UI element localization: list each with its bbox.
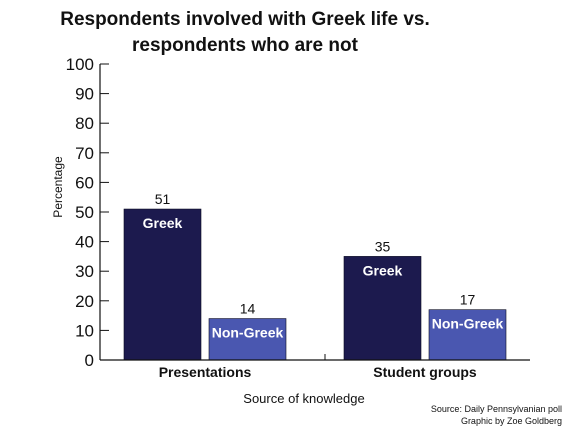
bar-series-label: Greek [363, 262, 403, 278]
y-tick-label: 20 [75, 292, 94, 311]
x-category-label: Student groups [373, 364, 477, 380]
chart-title-line-1: Respondents involved with Greek life vs. [60, 9, 430, 30]
y-tick-label: 30 [75, 262, 94, 281]
y-tick-label: 0 [85, 351, 94, 370]
y-axis-label: Percentage [51, 156, 65, 218]
bar-value-label: 51 [155, 191, 171, 207]
y-tick-label: 50 [75, 203, 94, 222]
bar-greek-student-groups [343, 256, 422, 361]
chart-title-line-2: respondents who are not [132, 35, 359, 56]
bar-series-label: Greek [143, 215, 183, 231]
bar-value-label: 35 [375, 238, 391, 254]
x-axis-label: Source of knowledge [243, 391, 364, 406]
source-line-2: Graphic by Zoe Goldberg [461, 416, 562, 426]
x-axis: Presentations Student groups [100, 354, 530, 380]
bars: 51 Greek 14 Non-Greek 35 Greek 17 Non-Greek [123, 191, 507, 361]
y-tick-label: 10 [75, 321, 94, 340]
y-tick-label: 90 [75, 85, 94, 104]
bar-greek-presentations [123, 208, 202, 361]
bar-series-label: Non-Greek [212, 325, 284, 341]
y-tick-label: 40 [75, 233, 94, 252]
y-tick-label: 70 [75, 144, 94, 163]
y-tick-label: 80 [75, 114, 94, 133]
bar-value-label: 14 [240, 301, 256, 317]
bar-non-greek-student-groups [428, 309, 507, 361]
x-category-label: Presentations [159, 364, 252, 380]
y-axis: 0 10 20 30 40 50 60 70 80 90 100 [66, 55, 109, 370]
bar-series-label: Non-Greek [432, 316, 504, 332]
y-tick-label: 60 [75, 173, 94, 192]
source-line-1: Source: Daily Pennsylvanian poll [431, 404, 562, 414]
bar-value-label: 17 [460, 292, 476, 308]
bar-non-greek-presentations [208, 318, 287, 361]
y-tick-label: 100 [66, 55, 94, 74]
